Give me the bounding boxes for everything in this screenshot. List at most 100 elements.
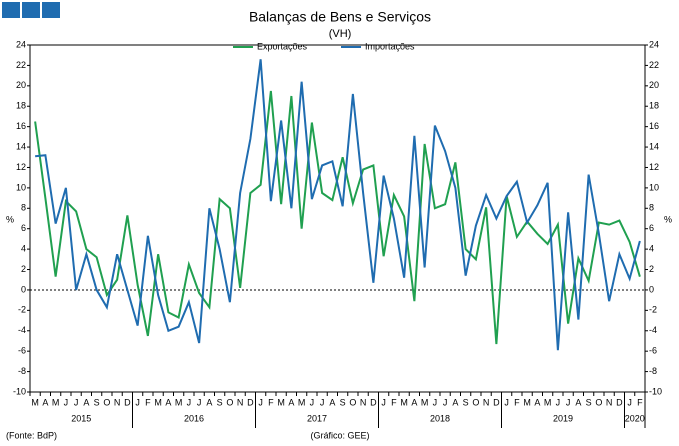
y-tick-label: 22	[16, 60, 26, 70]
x-tick-label: M	[298, 397, 306, 407]
x-tick-label: J	[433, 397, 438, 407]
x-tick-label: J	[187, 397, 192, 407]
y2-tick-label: 14	[649, 141, 659, 151]
y-tick-label: 16	[16, 121, 26, 131]
x-tick-label: N	[114, 397, 121, 407]
x-tick-label: J	[74, 397, 79, 407]
x-tick-label: F	[391, 397, 397, 407]
x-tick-label: D	[247, 397, 254, 407]
x-tick-label: J	[135, 397, 140, 407]
y2-tick-label: 22	[649, 60, 659, 70]
line-series	[35, 59, 641, 351]
x-tick-label: S	[217, 397, 223, 407]
y2-tick-label: 20	[649, 80, 659, 90]
x-tick-label: F	[637, 397, 643, 407]
y-tick-label: 8	[21, 203, 26, 213]
x-tick-label: M	[544, 397, 552, 407]
x-tick-label: J	[627, 397, 632, 407]
x-tick-label: M	[154, 397, 162, 407]
y2-tick-label: -6	[649, 346, 657, 356]
y2-tick-label: 6	[649, 223, 654, 233]
year-label: 2020	[625, 413, 645, 423]
x-tick-label: A	[411, 397, 417, 407]
y-tick-label: 18	[16, 101, 26, 111]
x-tick-label: M	[421, 397, 429, 407]
x-tick-label: A	[42, 397, 48, 407]
x-tick-label: D	[124, 397, 131, 407]
x-tick-label: S	[94, 397, 100, 407]
year-label: 2017	[307, 413, 327, 423]
chart-subtitle: (VH)	[329, 28, 352, 40]
x-tick-label: D	[616, 397, 623, 407]
y-axis-label: %	[6, 214, 14, 224]
y2-tick-label: 24	[649, 39, 659, 49]
y2-axis-label: %	[664, 214, 672, 224]
x-tick-label: F	[145, 397, 151, 407]
x-tick-label: A	[165, 397, 171, 407]
y-tick-label: 10	[16, 182, 26, 192]
plot-frame	[29, 44, 646, 393]
x-tick-label: J	[381, 397, 386, 407]
y2-tick-label: 8	[649, 203, 654, 213]
x-tick-label: A	[452, 397, 458, 407]
x-tick-label: J	[566, 397, 571, 407]
y-tick-label: 0	[21, 284, 26, 294]
logo-block	[42, 2, 60, 18]
x-tick-label: M	[52, 397, 60, 407]
chart-title: Balanças de Bens e Serviços	[249, 9, 431, 25]
x-tick-label: A	[83, 397, 89, 407]
y2-tick-label: 2	[649, 264, 654, 274]
x-tick-label: M	[400, 397, 408, 407]
source: (Fonte: BdP)	[6, 430, 57, 440]
y-tick-label: 12	[16, 162, 26, 172]
x-tick-label: S	[586, 397, 592, 407]
y-tick-label: 14	[16, 141, 26, 151]
x-tick-label: A	[288, 397, 294, 407]
logo-block	[22, 2, 40, 18]
x-tick-label: N	[483, 397, 490, 407]
logo-block	[2, 2, 20, 18]
y-tick-label: -6	[18, 346, 26, 356]
y2-tick-label: 12	[649, 162, 659, 172]
year-label: 2016	[184, 413, 204, 423]
x-tick-label: M	[523, 397, 531, 407]
y-tick-label: 6	[21, 223, 26, 233]
x-tick-label: M	[175, 397, 183, 407]
y-tick-label: 2	[21, 264, 26, 274]
x-tick-label: F	[514, 397, 520, 407]
y2-tick-label: 4	[649, 243, 654, 253]
x-tick-label: N	[360, 397, 367, 407]
x-tick-label: D	[493, 397, 500, 407]
x-tick-label: O	[226, 397, 233, 407]
x-tick-label: J	[310, 397, 315, 407]
y2-tick-label: -10	[649, 386, 662, 396]
y2-tick-label: 18	[649, 101, 659, 111]
x-tick-label: N	[606, 397, 613, 407]
x-tick-label: A	[329, 397, 335, 407]
x-tick-label: J	[64, 397, 69, 407]
x-tick-label: M	[31, 397, 39, 407]
x-tick-label: O	[472, 397, 479, 407]
y2-tick-label: 16	[649, 121, 659, 131]
y2-tick-label: 0	[649, 284, 654, 294]
legend-label: Exportações	[257, 41, 308, 51]
y-tick-label: 20	[16, 80, 26, 90]
y-tick-label: -2	[18, 305, 26, 315]
x-tick-label: J	[443, 397, 448, 407]
y2-tick-label: 10	[649, 182, 659, 192]
x-tick-label: O	[595, 397, 602, 407]
y2-tick-label: -8	[649, 366, 657, 376]
x-tick-label: J	[504, 397, 509, 407]
y-tick-label: -8	[18, 366, 26, 376]
y-tick-label: -10	[13, 386, 26, 396]
x-tick-label: A	[575, 397, 581, 407]
x-tick-label: S	[340, 397, 346, 407]
x-tick-label: J	[197, 397, 202, 407]
x-tick-label: J	[556, 397, 561, 407]
line-series	[34, 90, 641, 345]
y-tick-label: 24	[16, 39, 26, 49]
x-tick-label: O	[103, 397, 110, 407]
credit: (Gráfico: GEE)	[310, 430, 369, 440]
x-tick-label: O	[349, 397, 356, 407]
